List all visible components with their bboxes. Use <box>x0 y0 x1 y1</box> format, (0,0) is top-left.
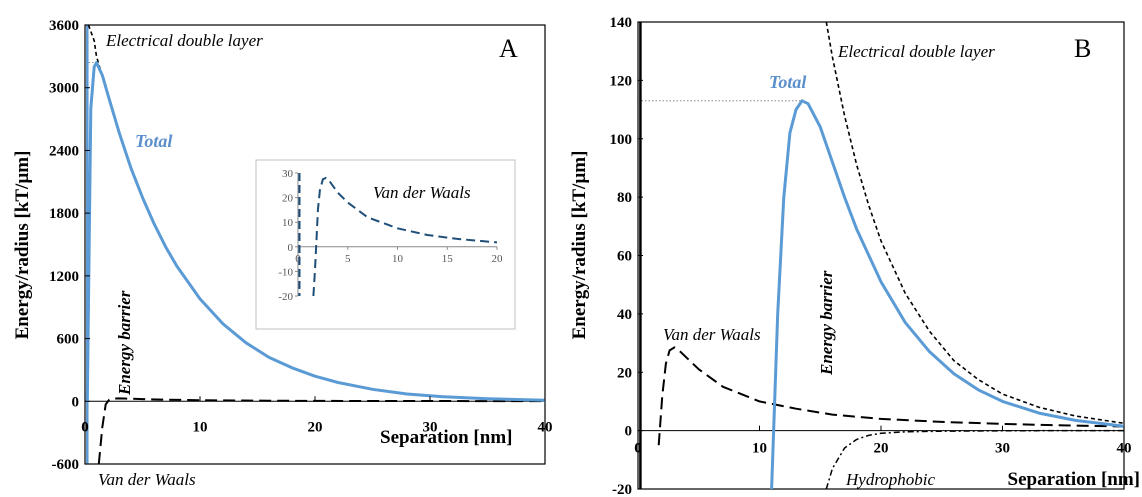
panel-b-y-tick-label: 40 <box>617 307 632 323</box>
panel-a-inset-series-van-der-waals <box>312 176 498 297</box>
panel-a-label: A <box>499 34 518 63</box>
panel-a-inset-y-tick-label: 20 <box>282 193 294 205</box>
panel-a-inset-curve <box>298 173 498 297</box>
panel-b-curves <box>638 21 1125 490</box>
panel-a-y-tick-label: 3000 <box>49 81 79 97</box>
panel-a-inset-y-tick-label: 10 <box>282 217 294 229</box>
panel-b-x-tick-label: 40 <box>1117 441 1132 457</box>
panel-b-y-tick-label: 140 <box>610 15 633 31</box>
panel-b-y-tick-label: 120 <box>610 73 633 89</box>
panel-b-edl-annotation: Electrical double layer <box>837 42 995 61</box>
panel-b-label: B <box>1074 34 1091 63</box>
panel-a-inset-x-tick-label: 15 <box>442 253 454 265</box>
panel-b-y-tick-label: -20 <box>612 482 632 497</box>
panel-b-y-tick-label: 100 <box>610 132 633 148</box>
panel-a-x-tick-label: 0 <box>81 419 89 435</box>
panel-b-series-electrical-double-layer <box>825 21 1125 425</box>
panel-b-y-tick-label: 0 <box>625 424 633 440</box>
panel-a-vdw-annotation: Van der Waals <box>98 470 196 489</box>
panel-a-x-axis-label: Separation [nm] <box>380 427 512 448</box>
panel-b-y-ticks: -20 0 20 40 60 80 100 120 140 <box>610 15 643 497</box>
panel-a-inset-y-tick-label: -20 <box>278 291 293 303</box>
panel-b-total-annotation: Total <box>769 72 806 92</box>
panel-a-plot-area <box>84 24 546 465</box>
panel-b-series-hydrophobic <box>825 429 1124 490</box>
panel-a-x-ticks: 0 10 20 30 40 <box>81 396 553 435</box>
panel-b-vdw-annotation: Van der Waals <box>663 325 761 344</box>
panel-a-barrier-annotation: Energy barrier <box>115 290 134 396</box>
panel-a-x-tick-label: 40 <box>538 419 553 435</box>
panel-a-inset-x-tick-label: 10 <box>392 253 404 265</box>
panel-b-x-tick-label: 10 <box>752 441 767 457</box>
panel-a-inset-x-tick-label: 5 <box>345 253 351 265</box>
panel-a-y-tick-label: 1800 <box>49 206 79 222</box>
panel-a-x-tick-label: 20 <box>308 419 323 435</box>
panel-a-y-ticks: -600 0 600 1200 1800 2400 3000 3600 <box>49 18 90 473</box>
panel-a-x-tick-label: 30 <box>423 419 438 435</box>
panel-b-barrier-annotation: Energy barrier <box>817 270 836 376</box>
panel-a-inset-vdw-label: Van der Waals <box>373 183 471 202</box>
panel-b-y-tick-label: 80 <box>617 190 632 206</box>
panel-a-edl-annotation: Electrical double layer <box>105 31 263 50</box>
panel-a-x-tick-label: 10 <box>193 419 208 435</box>
panel-b-x-tick-label: 20 <box>874 441 889 457</box>
panel-a-inset-x-tick-label: 20 <box>492 253 504 265</box>
panel-a-y-axis-label: Energy/radius [kT/µm] <box>12 151 33 340</box>
panel-b-series-total <box>770 99 1125 490</box>
panel-a-inset-y-tick-label: -10 <box>278 266 293 278</box>
panel-b-x-ticks: 0 10 20 30 40 <box>634 425 1132 457</box>
panel-b-x-tick-label: 0 <box>634 441 642 457</box>
panel-a-y-tick-label: 0 <box>72 394 80 410</box>
panel-a-y-tick-label: 600 <box>57 332 80 348</box>
panel-b-series-van-der-waals <box>657 346 1125 446</box>
panel-b-y-tick-label: 60 <box>617 249 632 265</box>
panel-b-x-axis-label: Separation [nm] <box>1008 469 1140 490</box>
panel-b-hydrophobic-annotation: Hydrophobic <box>845 470 936 489</box>
panel-a-total-annotation: Total <box>135 131 172 151</box>
panel-b-x-tick-label: 30 <box>995 441 1010 457</box>
panel-a-y-tick-label: -600 <box>52 457 80 473</box>
panel-a-series-total <box>85 61 546 402</box>
panel-a-y-tick-label: 1200 <box>49 269 79 285</box>
panel-b-y-axis-label: Energy/radius [kT/µm] <box>569 151 590 340</box>
panel-a-inset-x-tick-label: 0 <box>295 253 301 265</box>
panel-a-inset-y-tick-label: 0 <box>288 242 294 254</box>
panel-a-inset-y-tick-label: 30 <box>282 168 294 180</box>
panel-a-y-tick-label: 3600 <box>49 18 79 34</box>
panel-b-y-tick-label: 20 <box>617 365 632 381</box>
panel-b: -20 0 20 40 60 80 100 120 140 0 10 20 30 40 Energy/r… <box>569 15 1140 497</box>
panel-a-series-van-der-waals <box>97 397 545 465</box>
panel-a-y-tick-label: 2400 <box>49 143 79 159</box>
